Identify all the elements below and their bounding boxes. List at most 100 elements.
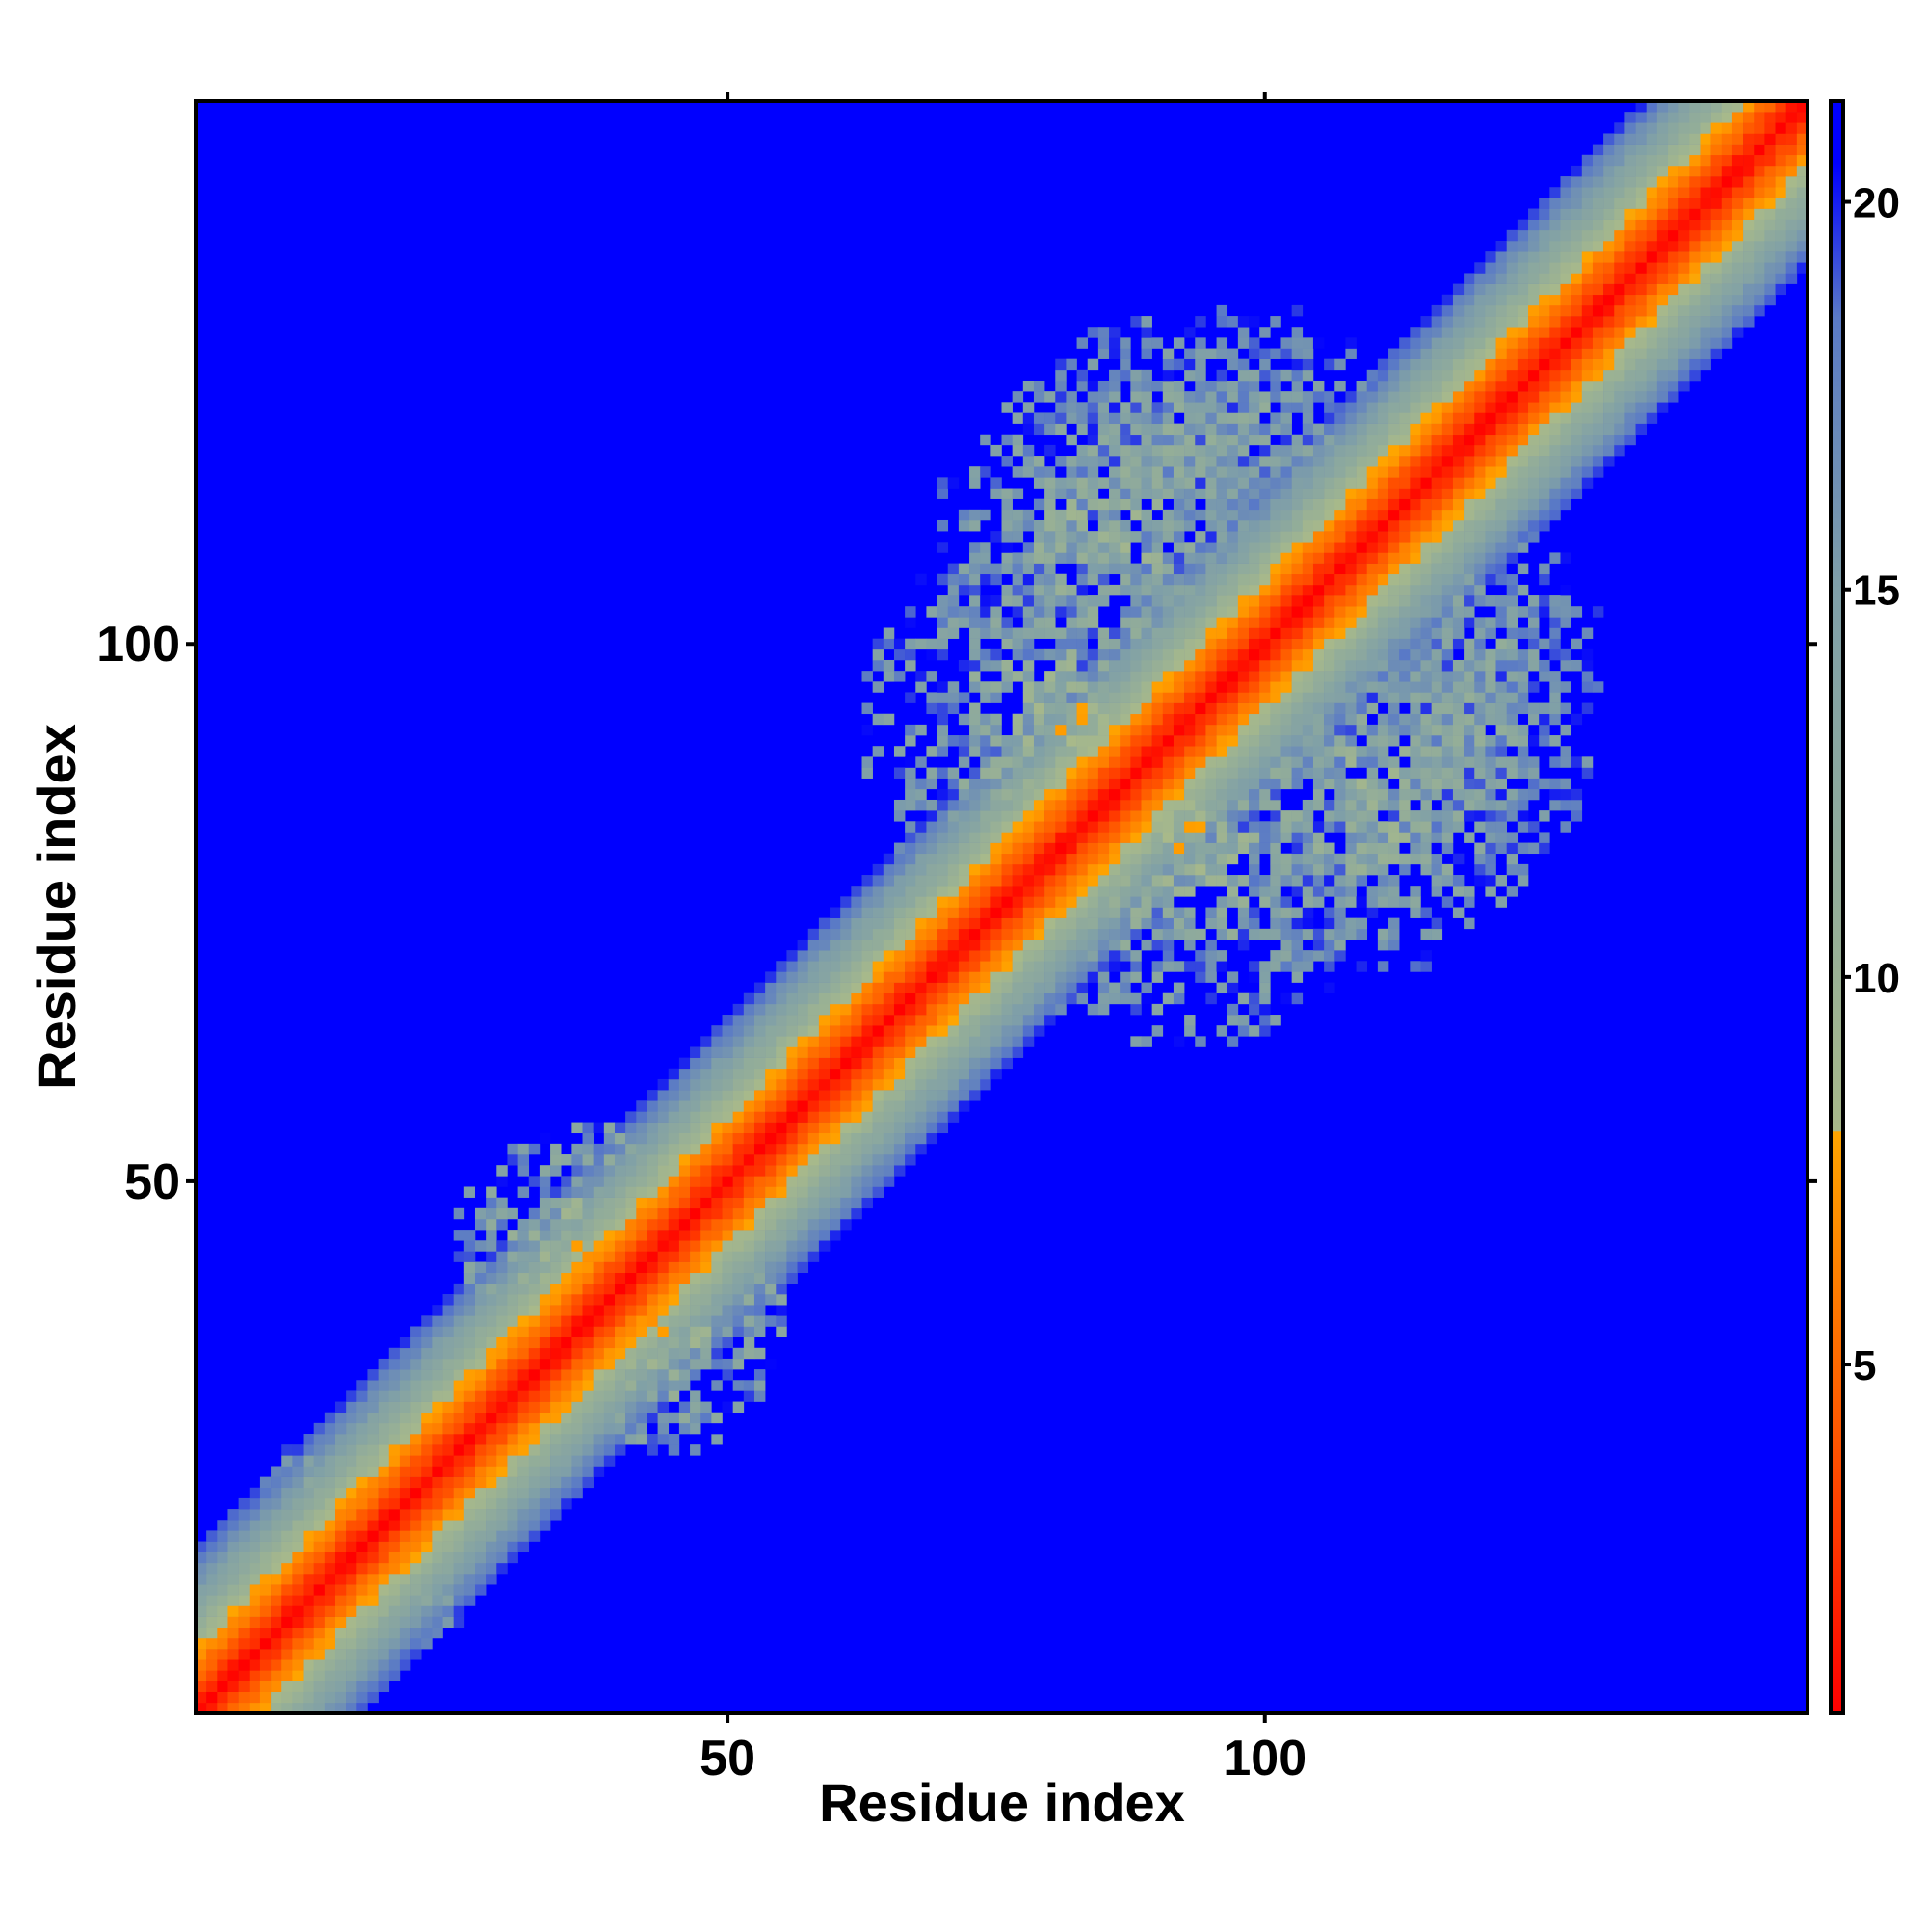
heatmap-cell xyxy=(1076,627,1089,639)
heatmap-cell xyxy=(1410,821,1421,833)
heatmap-cell xyxy=(399,1659,411,1671)
heatmap-cell xyxy=(1066,896,1077,908)
heatmap-cell xyxy=(1227,659,1239,672)
heatmap-cell xyxy=(1464,573,1475,586)
heatmap-cell xyxy=(324,1562,336,1575)
heatmap-cell xyxy=(1280,896,1292,908)
heatmap-cell xyxy=(947,563,960,575)
heatmap-cell xyxy=(1270,692,1281,703)
heatmap-cell xyxy=(517,1261,530,1274)
heatmap-cell xyxy=(410,1347,422,1360)
heatmap-cell xyxy=(1249,713,1260,726)
heatmap-cell xyxy=(711,1337,723,1349)
heatmap-cell xyxy=(818,1100,831,1112)
heatmap-cell xyxy=(861,1122,873,1134)
heatmap-cell xyxy=(281,1649,293,1660)
heatmap-cell xyxy=(453,1347,465,1360)
heatmap-cell xyxy=(1485,842,1496,855)
heatmap-cell xyxy=(1485,477,1496,489)
heatmap-cell xyxy=(1130,832,1142,843)
heatmap-cell xyxy=(1270,316,1281,328)
heatmap-cell xyxy=(690,1315,701,1327)
heatmap-cell xyxy=(1184,498,1196,511)
heatmap-cell xyxy=(410,1649,422,1660)
heatmap-cell xyxy=(1356,477,1368,489)
heatmap-cell xyxy=(367,1487,379,1499)
heatmap-cell xyxy=(1216,746,1228,757)
heatmap-cell xyxy=(1485,509,1496,521)
heatmap-cell xyxy=(1151,767,1164,779)
heatmap-cell xyxy=(367,1637,379,1650)
heatmap-cell xyxy=(1044,886,1056,897)
heatmap-cell xyxy=(1441,810,1454,822)
heatmap-cell xyxy=(1431,444,1443,457)
heatmap-cell xyxy=(668,1305,680,1316)
heatmap-cell xyxy=(1109,939,1121,951)
heatmap-cell xyxy=(1162,992,1175,1005)
heatmap-cell xyxy=(603,1186,616,1198)
heatmap-cell xyxy=(1022,735,1035,747)
heatmap-cell xyxy=(1227,853,1239,865)
heatmap-cell xyxy=(463,1444,476,1456)
heatmap-cell xyxy=(893,1100,906,1112)
heatmap-cell xyxy=(1291,402,1304,413)
heatmap-cell xyxy=(303,1444,314,1456)
heatmap-cell xyxy=(1141,724,1152,736)
heatmap-cell xyxy=(603,1251,616,1262)
heatmap-cell xyxy=(893,907,906,918)
heatmap-cell xyxy=(1441,702,1454,715)
heatmap-cell xyxy=(1195,692,1206,703)
heatmap-cell xyxy=(700,1197,712,1209)
heatmap-cell xyxy=(1195,659,1206,672)
heatmap-cell xyxy=(582,1230,594,1241)
heatmap-cell xyxy=(1141,391,1152,403)
heatmap-cell xyxy=(840,971,852,983)
heatmap-cell xyxy=(1216,391,1228,403)
heatmap-cell xyxy=(593,1143,605,1155)
heatmap-cell xyxy=(1055,552,1067,564)
heatmap-cell xyxy=(1076,659,1089,672)
heatmap-cell xyxy=(593,1218,605,1231)
heatmap-cell xyxy=(486,1207,497,1220)
heatmap-cell xyxy=(1120,842,1131,855)
heatmap-cell xyxy=(1410,648,1421,661)
heatmap-cell xyxy=(1173,746,1185,757)
heatmap-cell xyxy=(1452,756,1465,768)
heatmap-cell xyxy=(1097,412,1110,424)
heatmap-cell xyxy=(1120,886,1131,897)
heatmap-cell xyxy=(1312,606,1325,618)
heatmap-cell xyxy=(550,1455,562,1467)
heatmap-cell xyxy=(765,1294,777,1306)
heatmap-cell xyxy=(1055,971,1067,983)
heatmap-cell xyxy=(367,1369,379,1381)
heatmap-cell xyxy=(1291,519,1304,532)
heatmap-cell xyxy=(432,1551,443,1564)
heatmap-cell xyxy=(486,1326,497,1337)
heatmap-cell xyxy=(1420,412,1432,424)
heatmap-cell xyxy=(690,1186,701,1198)
heatmap-cell xyxy=(1012,982,1024,994)
heatmap-cell xyxy=(1388,573,1400,586)
heatmap-cell xyxy=(1302,617,1314,628)
heatmap-cell xyxy=(657,1197,670,1209)
heatmap-cell xyxy=(1012,767,1024,779)
heatmap-cell xyxy=(528,1520,541,1531)
heatmap-cell xyxy=(636,1218,647,1231)
heatmap-cell xyxy=(1076,692,1089,703)
heatmap-cell xyxy=(324,1637,336,1650)
heatmap-cell xyxy=(1485,756,1496,768)
heatmap-cell xyxy=(1055,928,1067,940)
heatmap-cell xyxy=(830,1230,841,1241)
heatmap-cell xyxy=(1066,391,1077,403)
heatmap-cell xyxy=(561,1305,572,1316)
heatmap-cell xyxy=(1195,746,1206,757)
heatmap-cell xyxy=(561,1487,572,1499)
heatmap-cell xyxy=(753,1015,766,1026)
heatmap-cell xyxy=(1377,961,1389,972)
heatmap-cell xyxy=(1076,584,1089,596)
heatmap-cell xyxy=(474,1422,487,1435)
heatmap-cell xyxy=(1216,498,1228,511)
heatmap-cell xyxy=(830,1143,841,1155)
heatmap-cell xyxy=(486,1197,497,1209)
heatmap-cell xyxy=(700,1315,712,1327)
